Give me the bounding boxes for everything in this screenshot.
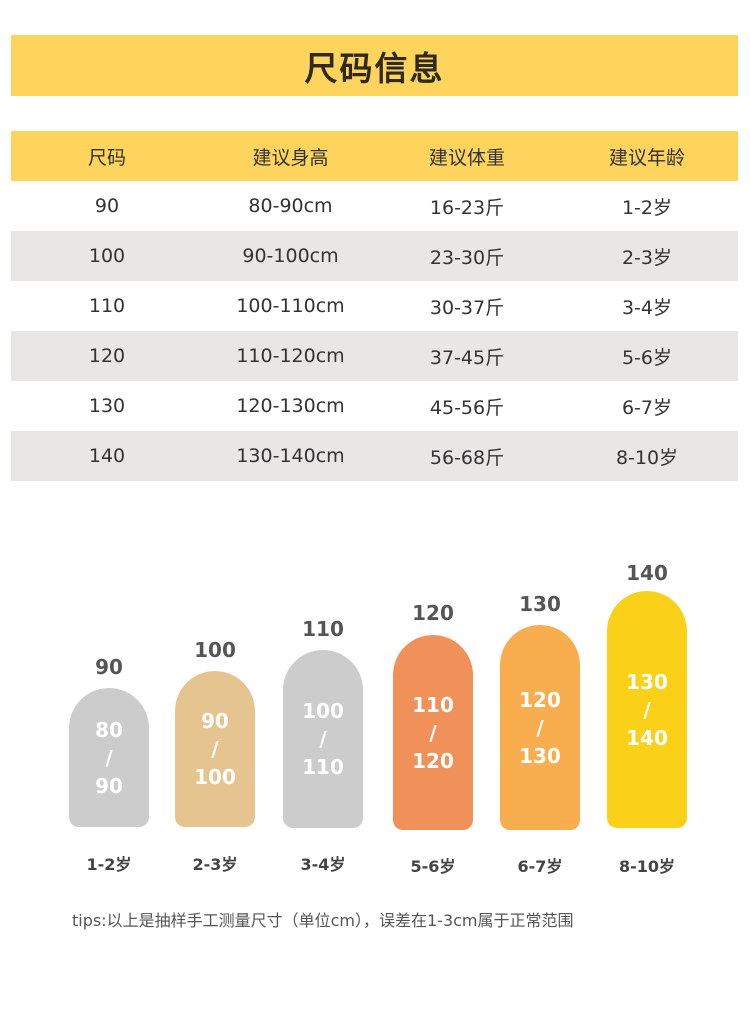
bar-separator: / xyxy=(643,697,651,722)
bar-separator: / xyxy=(536,715,544,740)
bar-separator: / xyxy=(319,727,327,751)
bar-age-label: 2-3岁 xyxy=(192,855,238,874)
size-table: 尺码 建议身高 建议体重 建议年龄 90 80-90cm 16-23斤 1-2岁… xyxy=(11,131,738,481)
cell-height: 110-120cm xyxy=(236,345,345,367)
bar-pill: 90 / 100 xyxy=(175,671,255,827)
bar-height-high: 130 xyxy=(519,743,561,768)
table-row: 110 100-110cm 30-37斤 3-4岁 xyxy=(11,281,738,331)
cell-height: 130-140cm xyxy=(236,445,345,467)
cell-height: 80-90cm xyxy=(248,195,333,217)
bar-pill: 130 / 140 xyxy=(607,591,687,828)
bar-height-low: 100 xyxy=(302,699,344,723)
header-weight: 建议体重 xyxy=(428,146,505,169)
cell-age: 1-2岁 xyxy=(621,196,673,219)
bar-age-label: 6-7岁 xyxy=(517,857,563,876)
bar-age-label: 1-2岁 xyxy=(86,855,132,874)
cell-weight: 56-68斤 xyxy=(429,446,505,469)
bar-size-label: 140 xyxy=(626,561,668,585)
table-header-row: 尺码 建议身高 建议体重 建议年龄 xyxy=(11,131,738,181)
table-row: 100 90-100cm 23-30斤 2-3岁 xyxy=(11,231,738,281)
bar-size-label: 120 xyxy=(412,601,454,625)
cell-weight: 37-45斤 xyxy=(429,346,505,369)
bar-height-high: 90 xyxy=(95,773,123,798)
cell-age: 3-4岁 xyxy=(621,296,673,319)
bar-size-label: 130 xyxy=(519,592,561,616)
bar-height-low: 130 xyxy=(626,669,668,694)
cell-size: 100 xyxy=(88,245,126,267)
cell-height: 100-110cm xyxy=(236,295,345,317)
table-row: 120 110-120cm 37-45斤 5-6岁 xyxy=(11,331,738,381)
cell-age: 6-7岁 xyxy=(621,396,673,419)
header-size: 尺码 xyxy=(87,146,126,169)
cell-age: 5-6岁 xyxy=(621,346,673,369)
header-height: 建议身高 xyxy=(252,146,329,169)
cell-weight: 30-37斤 xyxy=(429,296,505,319)
bar-height-high: 100 xyxy=(194,765,236,789)
cell-age: 2-3岁 xyxy=(621,246,673,269)
bar-height-low: 120 xyxy=(519,687,561,712)
bar-size-label: 110 xyxy=(302,617,344,641)
bar-size-label: 100 xyxy=(194,638,236,662)
measurement-tips: tips:以上是抽样手工测量尺寸（单位cm），误差在1-3cm属于正常范围 xyxy=(72,911,574,930)
cell-weight: 45-56斤 xyxy=(429,396,505,419)
cell-height: 90-100cm xyxy=(242,245,339,267)
cell-weight: 16-23斤 xyxy=(429,196,505,219)
table-row: 140 130-140cm 56-68斤 8-10岁 xyxy=(11,431,738,481)
bar-height-high: 140 xyxy=(626,725,668,750)
cell-size: 140 xyxy=(88,445,126,467)
cell-size: 110 xyxy=(88,295,126,317)
cell-weight: 23-30斤 xyxy=(429,246,505,269)
bar-height-high: 110 xyxy=(302,755,344,779)
title-banner: 尺码信息 xyxy=(11,35,738,96)
bar-separator: / xyxy=(429,720,437,745)
table-row: 90 80-90cm 16-23斤 1-2岁 xyxy=(11,181,738,231)
bar-height-low: 110 xyxy=(412,692,454,717)
bar-pill: 120 / 130 xyxy=(500,625,580,830)
bar-pill: 100 / 110 xyxy=(283,650,363,828)
cell-size: 120 xyxy=(88,345,126,367)
bar-separator: / xyxy=(105,745,113,770)
bar-height-low: 90 xyxy=(201,709,229,733)
table-row: 130 120-130cm 45-56斤 6-7岁 xyxy=(11,381,738,431)
bar-pill: 110 / 120 xyxy=(393,635,473,830)
bar-height-low: 80 xyxy=(95,717,123,742)
bar-age-label: 5-6岁 xyxy=(410,857,456,876)
cell-size: 90 xyxy=(94,195,120,217)
page-title: 尺码信息 xyxy=(304,48,445,88)
cell-size: 130 xyxy=(88,395,126,417)
cell-age: 8-10岁 xyxy=(615,446,679,469)
cell-height: 120-130cm xyxy=(236,395,345,417)
bar-pill: 80 / 90 xyxy=(69,688,149,827)
bar-age-label: 3-4岁 xyxy=(300,855,346,874)
header-age: 建议年龄 xyxy=(608,146,685,169)
bar-age-label: 8-10岁 xyxy=(618,857,676,876)
bar-size-label: 90 xyxy=(95,655,123,679)
bar-separator: / xyxy=(211,737,219,761)
bar-height-high: 120 xyxy=(412,748,454,773)
